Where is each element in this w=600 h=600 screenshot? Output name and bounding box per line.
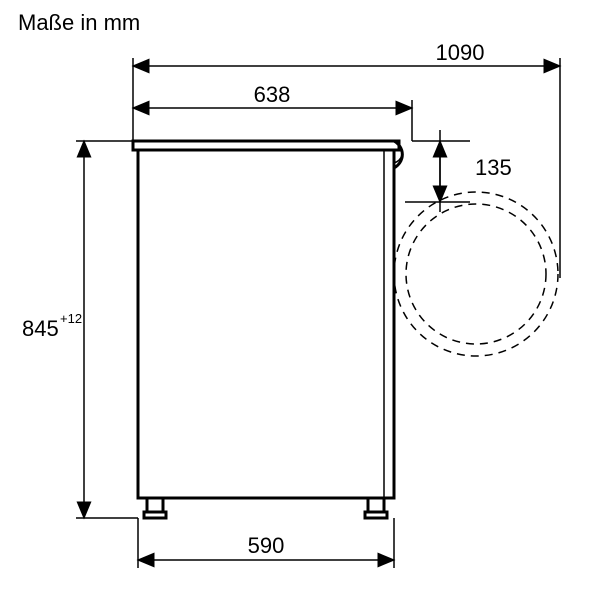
- foot-right: [365, 498, 387, 518]
- technical-drawing: Maße in mm 1090 638 135 845: [0, 0, 600, 600]
- dim-width-value: 590: [248, 533, 285, 558]
- dim-1090-value: 1090: [436, 40, 485, 65]
- dim-135-value: 135: [475, 155, 512, 180]
- foot-left: [144, 498, 166, 518]
- title: Maße in mm: [18, 10, 140, 35]
- door-arc-outer: [394, 192, 558, 356]
- dim-638-value: 638: [254, 82, 291, 107]
- dim-height-tol: +12: [60, 311, 82, 326]
- door-arc-inner: [406, 204, 546, 344]
- dim-height-value: 845: [22, 316, 59, 341]
- body-outline: [138, 150, 394, 498]
